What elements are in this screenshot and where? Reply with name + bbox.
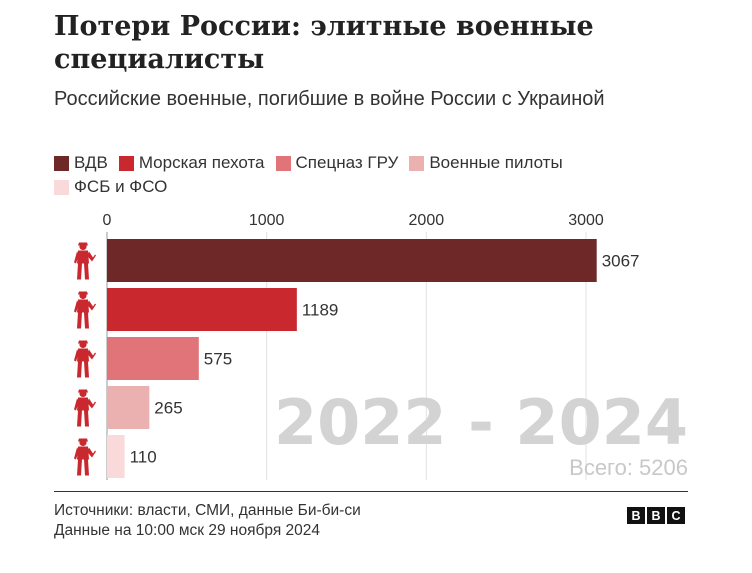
bar-value-label: 3067: [602, 252, 640, 271]
legend: ВДВ Морская пехота Спецназ ГРУ Военные пило…: [54, 152, 694, 200]
legend-swatch: [54, 155, 69, 171]
legend-item: ФСБ и ФСО: [54, 176, 167, 198]
watermark-total: Всего: 5206: [569, 455, 688, 480]
footer-date: Данные на 10:00 мск 29 ноября 2024: [54, 522, 321, 539]
bar-value-label: 110: [130, 448, 157, 467]
legend-swatch: [275, 155, 291, 171]
x-tick-label: 0: [103, 212, 112, 229]
bbc-logo-letter: B: [627, 507, 645, 524]
watermark-period: 2022 - 2024: [274, 386, 688, 459]
legend-swatch: [409, 155, 425, 171]
bar: [107, 435, 125, 478]
chart-subtitle: Российские военные, погибшие в войне Рос…: [54, 88, 605, 110]
soldier-icon: [74, 438, 96, 476]
legend-label: Морская пехота: [138, 153, 265, 172]
bar: [107, 239, 597, 282]
x-tick-label: 2000: [409, 212, 445, 229]
legend-label: ВДВ: [74, 153, 108, 172]
legend-item: Спецназ ГРУ: [275, 152, 399, 174]
legend-label: Военные пилоты: [429, 153, 563, 172]
soldier-icon: [74, 291, 96, 329]
soldier-icon: [74, 340, 96, 378]
legend-label: ФСБ и ФСО: [74, 177, 168, 196]
footer-sources: Источники: власти, СМИ, данные Би-би-си: [54, 502, 361, 519]
legend-item: Военные пилоты: [409, 152, 563, 174]
legend-swatch: [54, 179, 69, 195]
x-tick-label: 3000: [568, 212, 604, 229]
bar: [107, 337, 199, 380]
bbc-logo: B B C: [627, 507, 685, 524]
bar: [107, 288, 297, 331]
soldier-icon: [74, 389, 96, 427]
bar: [107, 386, 150, 429]
legend-swatch: [118, 155, 134, 171]
soldier-icon: [74, 242, 96, 280]
x-tick-label: 1000: [249, 212, 285, 229]
bbc-logo-letter: C: [667, 507, 685, 524]
chart-title: Потери России: элитные военные специалис…: [54, 11, 594, 75]
footer: Источники: власти, СМИ, данные Би-би-си …: [54, 501, 361, 541]
bar-value-label: 575: [204, 350, 232, 369]
legend-item: ВДВ: [54, 152, 108, 174]
bar-value-label: 1189: [302, 301, 339, 320]
legend-item: Морская пехота: [118, 152, 265, 174]
footer-divider: [54, 491, 688, 492]
bar-value-label: 265: [154, 399, 182, 418]
legend-label: Спецназ ГРУ: [295, 153, 399, 172]
bbc-logo-letter: B: [647, 507, 665, 524]
